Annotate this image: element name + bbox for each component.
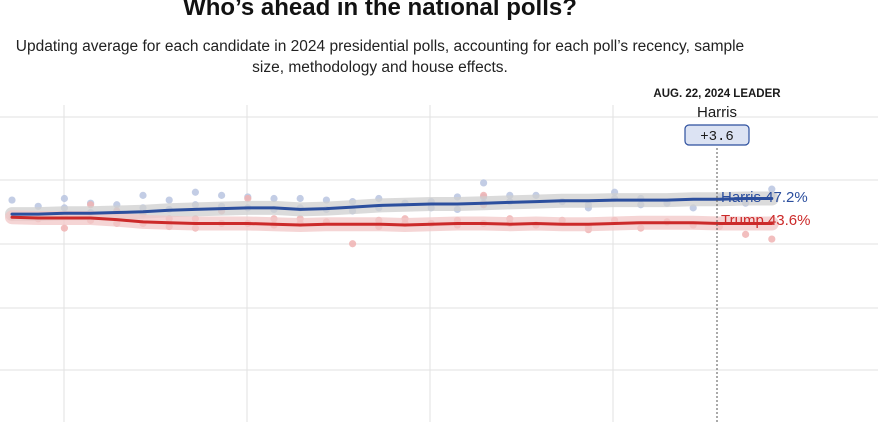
- harris-poll-dot: [768, 185, 776, 193]
- leader-name: Harris: [697, 104, 737, 121]
- trump-poll-dot: [244, 194, 252, 203]
- harris-poll-dot: [139, 191, 147, 199]
- trump-poll-dot: [768, 235, 776, 243]
- leader-margin-badge: [684, 124, 750, 146]
- harris-poll-dot: [60, 194, 68, 203]
- harris-end-label: Harris 47.2%: [721, 189, 808, 206]
- chart-subtitle: Updating average for each candidate in 2…: [15, 38, 745, 76]
- harris-poll-dot: [296, 194, 304, 203]
- trump-poll-dot: [742, 230, 750, 238]
- harris-average-line: [10, 197, 774, 216]
- harris-poll-dot: [270, 194, 278, 203]
- harris-poll-dot: [480, 179, 488, 187]
- average-lines: [10, 197, 774, 227]
- trump-average-line: [10, 215, 774, 227]
- trump-poll-dot: [60, 224, 68, 232]
- trump-end-label: Trump 43.6%: [721, 212, 810, 229]
- harris-poll-dot: [218, 191, 226, 199]
- gridlines: [0, 105, 878, 422]
- harris-poll-dot: [165, 196, 173, 204]
- chart-title: Who’s ahead in the national polls?: [183, 0, 577, 21]
- harris-poll-dot: [191, 188, 199, 196]
- leader-margin-value: +3.6: [700, 129, 734, 145]
- trump-poll-dot: [349, 240, 357, 248]
- harris-poll-dot: [8, 196, 16, 204]
- leader-date-label: AUG. 22, 2024 LEADER: [653, 88, 781, 100]
